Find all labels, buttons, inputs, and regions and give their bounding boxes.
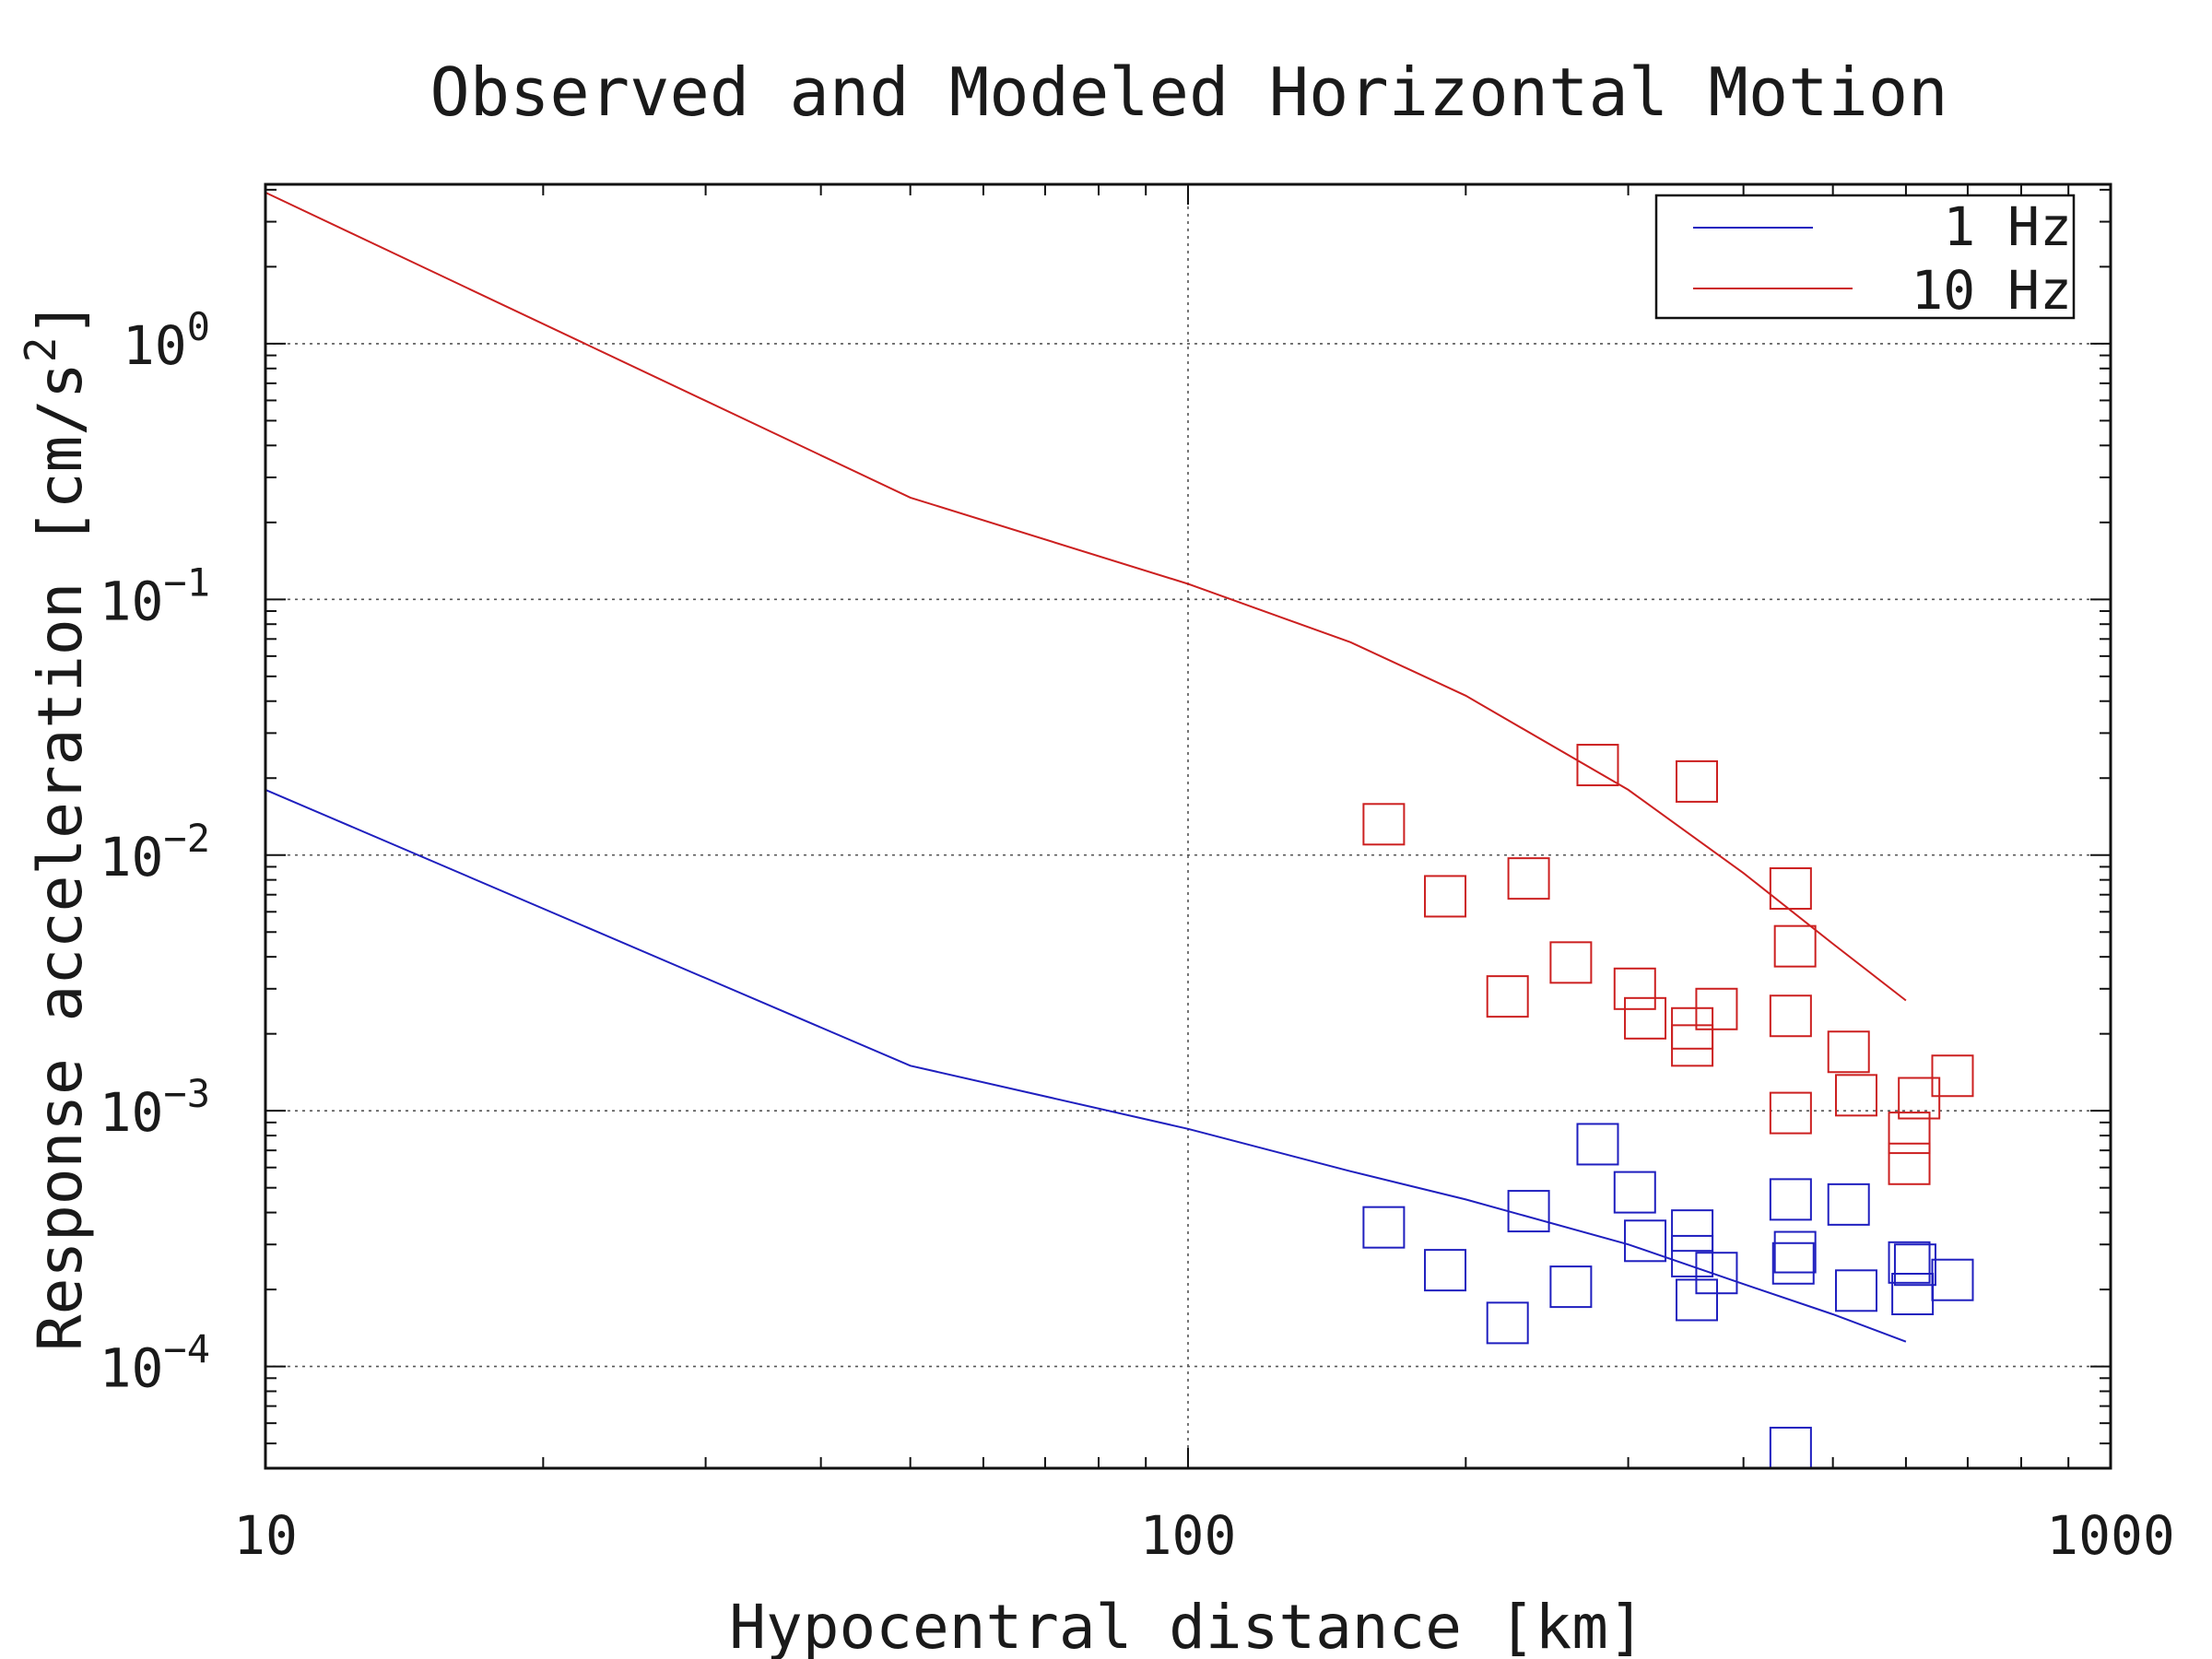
marker-10hz (1613, 967, 1656, 1010)
marker-1hz (1486, 1301, 1529, 1345)
grid-lines (265, 184, 2111, 1468)
y-tick-exponent: −3 (163, 1071, 210, 1116)
legend-label-1hz: 1 Hz (1943, 195, 2072, 258)
y-tick-base: 10 (123, 314, 187, 377)
marker-10hz (1827, 1030, 1870, 1074)
marker-1hz (1773, 1230, 1817, 1274)
plot-frame (264, 182, 2112, 1470)
legend-label-10hz: 10 Hz (1911, 259, 2072, 322)
marker-1hz (1362, 1206, 1406, 1249)
marker-10hz (1773, 924, 1817, 968)
y-tick-base: 10 (100, 1081, 164, 1144)
marker-10hz (1424, 875, 1467, 918)
x-tick-label: 10 (233, 1504, 298, 1567)
series-line-10hz (265, 191, 1907, 1002)
marker-1hz (1424, 1249, 1467, 1292)
series-markers (1362, 744, 1974, 1470)
series-line-1hz (265, 788, 1907, 1343)
marker-10hz (1898, 1077, 1941, 1120)
marker-1hz (1671, 1209, 1714, 1253)
marker-1hz (1769, 1178, 1812, 1221)
marker-1hz (1549, 1265, 1593, 1309)
y-axis-label: Response acceleration [cm/s2] (16, 300, 96, 1351)
marker-10hz (1676, 759, 1719, 803)
y-tick-label: 100 (123, 304, 210, 377)
marker-10hz (1769, 994, 1812, 1038)
marker-1hz (1613, 1171, 1656, 1214)
marker-10hz (1507, 857, 1550, 900)
marker-1hz (1769, 1427, 1812, 1470)
legend-box (1654, 194, 2076, 320)
y-tick-base: 10 (100, 1337, 164, 1400)
y-tick-exponent: −2 (163, 816, 210, 861)
y-tick-base: 10 (100, 826, 164, 888)
y-axis-label-main: Response acceleration [cm/s (25, 362, 96, 1351)
x-tick-labels: 10 100 1000 (233, 1504, 2175, 1567)
y-axis-label-exponent: 2 (16, 337, 65, 363)
marker-1hz (1893, 1243, 1936, 1287)
legend: 1 Hz 10 Hz (1654, 194, 2076, 322)
marker-10hz (1769, 867, 1812, 911)
marker-1hz (1835, 1269, 1878, 1312)
marker-1hz (1771, 1241, 1815, 1285)
marker-1hz (1891, 1273, 1935, 1316)
marker-10hz (1888, 1112, 1931, 1155)
x-tick-label: 100 (1140, 1504, 1237, 1567)
y-tick-label: 10−1 (100, 559, 210, 632)
marker-1hz (1624, 1219, 1667, 1263)
series-lines (265, 191, 1907, 1343)
marker-10hz (1624, 996, 1667, 1040)
marker-1hz (1695, 1252, 1738, 1295)
y-axis-label-end: ] (25, 300, 96, 337)
x-tick-label: 1000 (2046, 1504, 2175, 1567)
y-tick-exponent: −1 (163, 559, 210, 605)
marker-10hz (1835, 1074, 1878, 1117)
y-tick-label: 10−4 (100, 1327, 210, 1400)
marker-10hz (1486, 975, 1529, 1018)
y-tick-label: 10−2 (100, 816, 210, 888)
marker-1hz (1671, 1234, 1714, 1277)
y-tick-exponent: −4 (163, 1327, 210, 1372)
marker-1hz (1576, 1123, 1619, 1166)
marker-10hz (1671, 1024, 1714, 1067)
y-tick-label: 10−3 (100, 1071, 210, 1144)
marker-10hz (1888, 1142, 1931, 1185)
marker-1hz (1888, 1241, 1931, 1284)
marker-10hz (1695, 987, 1738, 1030)
y-tick-base: 10 (100, 570, 164, 632)
marker-10hz (1362, 803, 1406, 846)
x-axis-label: Hypocentral distance [km] (729, 1592, 1644, 1659)
marker-1hz (1931, 1258, 1974, 1301)
marker-10hz (1769, 1091, 1812, 1135)
marker-10hz (1931, 1054, 1974, 1098)
marker-10hz (1549, 941, 1593, 984)
y-tick-exponent: 0 (187, 304, 210, 349)
marker-1hz (1507, 1190, 1550, 1233)
marker-10hz (1576, 744, 1619, 787)
chart-title: Observed and Modeled Horizontal Motion (429, 53, 1947, 131)
marker-1hz (1827, 1182, 1870, 1226)
